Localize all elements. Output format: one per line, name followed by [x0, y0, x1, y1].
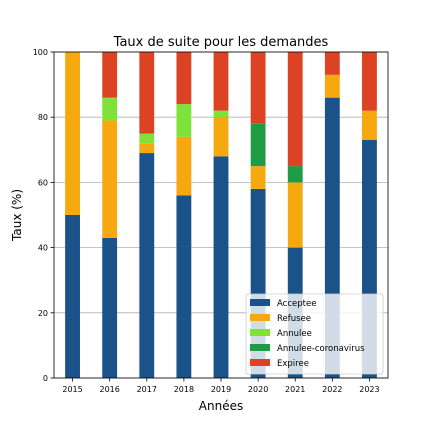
x-tick-label-2016: 2016 [99, 385, 119, 394]
bar-2023-refusee [362, 110, 377, 141]
legend-label-annulee-coronavirus: Annulee-coronavirus [277, 344, 365, 354]
y-axis-label: Taux (%) [10, 189, 24, 242]
bar-2019-refusee [213, 117, 229, 157]
legend-label-acceptee: Acceptee [277, 299, 316, 309]
legend-swatch-expiree [250, 359, 270, 366]
x-tick-label-2021: 2021 [285, 385, 305, 394]
bar-2017-acceptee [139, 153, 155, 378]
y-tick-label-80: 80 [38, 113, 48, 122]
legend-swatch-refusee [250, 314, 270, 321]
x-tick-label-2023: 2023 [359, 385, 379, 394]
y-tick-label-60: 60 [38, 178, 48, 187]
bar-2017-expiree [139, 52, 155, 134]
x-tick-label-2020: 2020 [248, 385, 268, 394]
legend: Acceptee Refusee Annulee Annulee-coronaviru… [245, 293, 384, 375]
bar-2015-refusee [65, 52, 80, 215]
bar-2017-refusee [139, 143, 155, 154]
bar-2019-expiree [213, 52, 229, 111]
y-tick-label-0: 0 [43, 374, 48, 383]
bar-2020-annulee-coronavirus [250, 123, 266, 167]
legend-label-expiree: Expiree [277, 359, 309, 369]
bar-2021-annulee-coronavirus [287, 166, 303, 183]
bar-2019-acceptee [213, 156, 229, 378]
bar-2018-acceptee [176, 195, 192, 378]
bar-2022-expiree [324, 52, 340, 75]
legend-swatch-annulee-coronavirus [250, 344, 270, 351]
y-tick-label-100: 100 [33, 48, 48, 57]
bar-2017-annulee [139, 133, 155, 144]
bar-2018-refusee [176, 136, 192, 196]
legend-swatch-acceptee [250, 299, 270, 306]
chart-title: Taux de suite pour les demandes [113, 35, 329, 50]
x-tick-label-2017: 2017 [137, 385, 157, 394]
bar-2016-expiree [102, 52, 118, 98]
x-tick-label-2015: 2015 [62, 385, 82, 394]
bar-2021-expiree [287, 52, 303, 167]
legend-label-annulee: Annulee [277, 329, 312, 339]
bar-2020-refusee [250, 166, 266, 189]
bar-2016-acceptee [102, 237, 118, 378]
bar-2015-acceptee [65, 215, 80, 378]
bar-2022-refusee [324, 74, 340, 98]
x-tick-label-2018: 2018 [174, 385, 194, 394]
legend-box [245, 293, 384, 375]
bar-2021-refusee [287, 182, 303, 248]
y-axis-ticks: 0 20 40 60 80 100 [33, 48, 54, 383]
bar-2019-annulee [213, 110, 229, 118]
x-tick-label-2022: 2022 [322, 385, 342, 394]
bar-2020-expiree [250, 52, 266, 124]
y-tick-label-40: 40 [38, 244, 48, 253]
bar-2018-annulee [176, 104, 192, 137]
x-tick-label-2019: 2019 [211, 385, 231, 394]
bar-2016-refusee [102, 120, 118, 238]
legend-label-refusee: Refusee [277, 314, 311, 324]
x-axis-ticks: 2015 2016 2017 2018 2019 2020 2021 2022 2023 [62, 378, 380, 394]
bar-2018-expiree [176, 52, 192, 105]
x-axis-label: Années [199, 399, 243, 413]
y-tick-label-20: 20 [38, 309, 48, 318]
legend-swatch-annulee [250, 329, 270, 336]
bar-2016-annulee [102, 97, 118, 121]
bar-2023-expiree [362, 52, 377, 111]
